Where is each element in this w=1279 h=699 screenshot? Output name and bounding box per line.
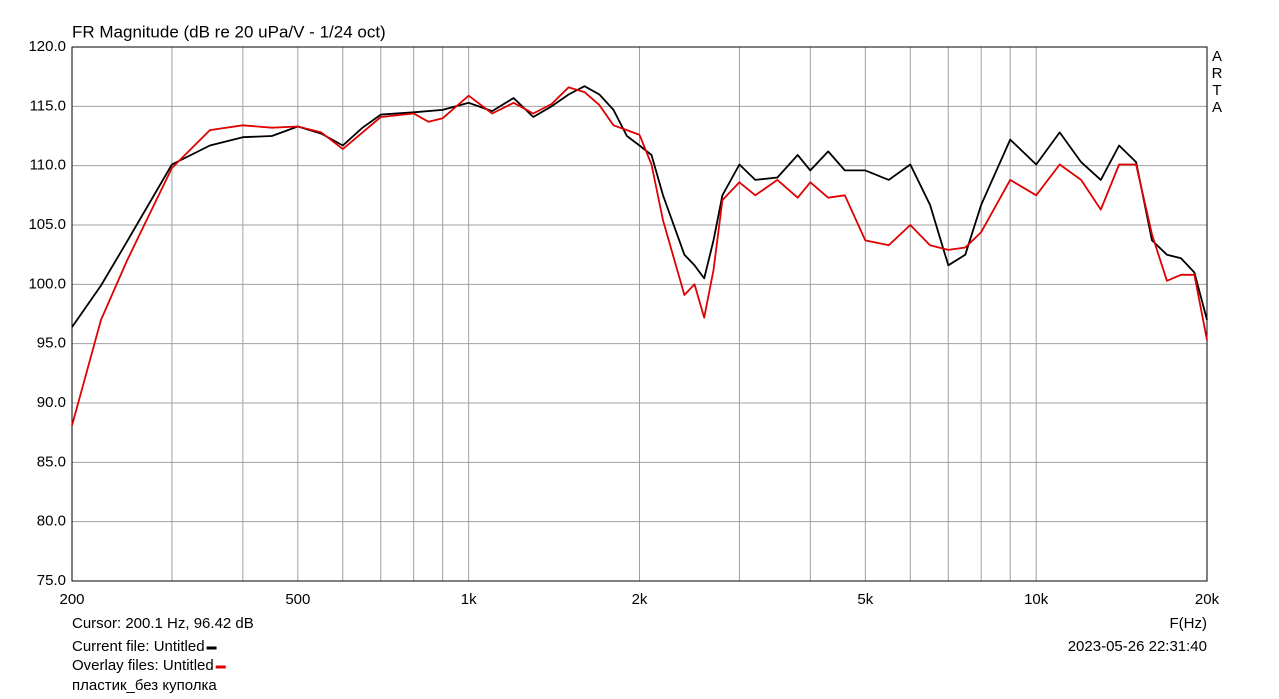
x-tick-label: 20k <box>1195 591 1220 608</box>
y-tick-label: 105.0 <box>28 216 66 233</box>
y-tick-label: 110.0 <box>30 157 66 174</box>
y-tick-label: 75.0 <box>37 572 66 589</box>
y-tick-label: 95.0 <box>37 335 66 352</box>
y-tick-label: 120.0 <box>28 38 66 55</box>
y-tick-label: 90.0 <box>37 394 66 411</box>
chart-title: FR Magnitude (dB re 20 uPa/V - 1/24 oct) <box>72 22 386 41</box>
x-tick-label: 1k <box>461 591 477 608</box>
legend-label: Overlay files: Untitled <box>72 657 214 674</box>
y-tick-label: 100.0 <box>28 275 66 292</box>
file-note: пластик_без куполка <box>72 677 217 694</box>
fr-curve <box>71 86 1208 426</box>
y-tick-label: 115.0 <box>30 97 66 114</box>
x-axis-label: F(Hz) <box>1170 615 1208 632</box>
x-tick-label: 5k <box>857 591 873 608</box>
x-tick-label: 10k <box>1024 591 1049 608</box>
y-tick-label: 80.0 <box>37 513 66 530</box>
legend-label: Current file: Untitled <box>72 638 205 655</box>
fr-curve <box>71 85 1208 328</box>
x-tick-label: 500 <box>285 591 310 608</box>
timestamp: 2023-05-26 22:31:40 <box>1068 638 1207 655</box>
x-tick-label: 200 <box>59 591 84 608</box>
y-tick-label: 85.0 <box>37 453 66 470</box>
cursor-readout: Cursor: 200.1 Hz, 96.42 dB <box>72 615 254 632</box>
x-tick-label: 2k <box>632 591 648 608</box>
plot-frame <box>71 46 1208 582</box>
